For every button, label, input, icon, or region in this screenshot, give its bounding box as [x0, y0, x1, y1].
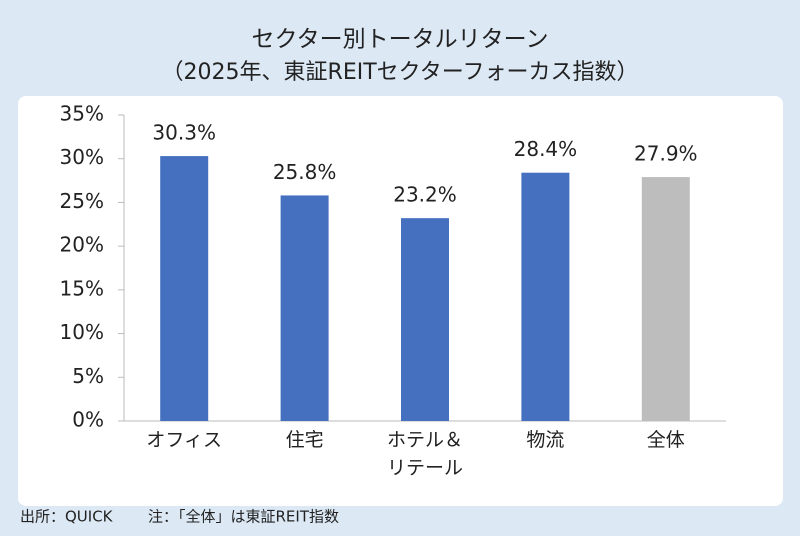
- value-label: 28.4%: [514, 137, 578, 161]
- y-tick-label: 25%: [60, 189, 104, 213]
- y-tick-label: 5%: [72, 364, 104, 388]
- value-label: 25.8%: [273, 160, 337, 184]
- bar: [160, 156, 209, 421]
- y-tick-label: 0%: [72, 408, 104, 432]
- bar: [521, 172, 570, 421]
- x-tick-label: ホテル＆ リテール: [386, 429, 463, 479]
- bar: [641, 177, 690, 421]
- bar: [401, 218, 449, 421]
- value-label: 27.9%: [634, 142, 698, 166]
- y-tick-label: 30%: [60, 145, 104, 169]
- plot-panel: [18, 96, 783, 506]
- bar: [280, 195, 329, 421]
- chart-title: セクター別トータルリターン: [252, 27, 549, 53]
- x-tick-label: 物流: [526, 429, 565, 451]
- x-tick-label: オフィス: [146, 429, 222, 451]
- value-label: 30.3%: [152, 121, 216, 145]
- chart-subtitle: （2025年、東証REITセクターフォーカス指数）: [162, 60, 639, 85]
- y-tick-label: 20%: [60, 233, 104, 257]
- x-tick-label: 全体: [646, 429, 685, 451]
- y-tick-label: 15%: [60, 276, 104, 300]
- y-tick-label: 35%: [60, 102, 104, 126]
- source: 出所：QUICK: [20, 508, 114, 526]
- y-tick-label: 10%: [60, 320, 104, 344]
- note: 注：「全体」は東証REIT指数: [148, 508, 339, 526]
- x-tick-label: 住宅: [285, 429, 324, 451]
- value-label: 23.2%: [393, 183, 457, 207]
